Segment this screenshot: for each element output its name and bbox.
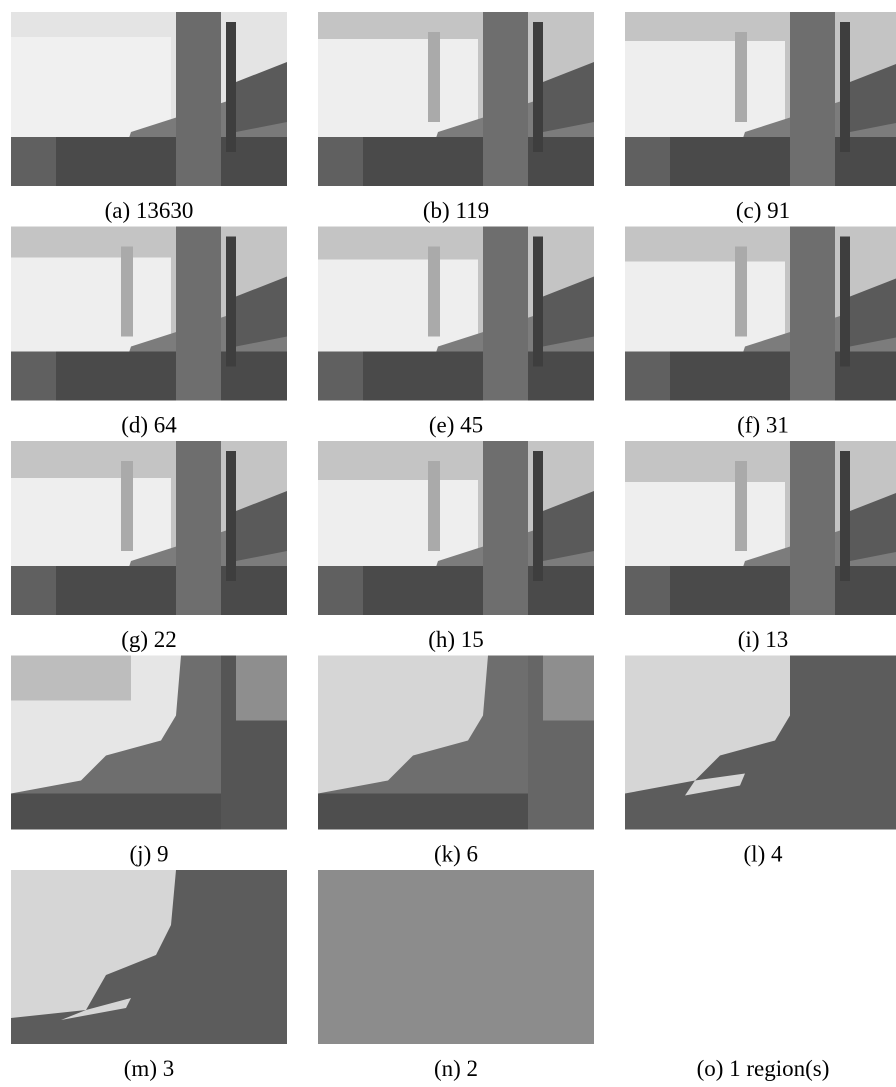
panel-image <box>318 441 594 615</box>
region <box>625 566 670 615</box>
panel-caption: (o) 1 region(s) <box>697 1056 830 1081</box>
region <box>735 247 747 337</box>
region <box>11 656 131 701</box>
panel-image <box>625 227 896 401</box>
region <box>11 566 56 615</box>
panel <box>318 870 594 1044</box>
region <box>176 12 221 186</box>
region <box>318 870 594 1044</box>
panel <box>11 870 287 1044</box>
region <box>121 461 133 551</box>
panel <box>11 441 287 615</box>
panel <box>11 227 287 401</box>
region <box>790 441 835 615</box>
region <box>735 32 747 122</box>
region <box>176 441 221 615</box>
region <box>790 227 835 401</box>
figure: (a) 13630 (b) 119 (c) 91 (d) 64 (e) 45 (f) 31… <box>0 0 896 1087</box>
panel-image <box>625 656 896 830</box>
panel-image <box>318 227 594 401</box>
panel <box>318 12 594 186</box>
panel-image <box>318 870 594 1044</box>
region <box>483 441 528 615</box>
panel <box>318 656 594 830</box>
panel-image <box>11 656 287 830</box>
panel-caption: (b) 119 <box>423 198 489 223</box>
panel-image <box>625 441 896 615</box>
panel-caption: (j) 9 <box>130 842 169 867</box>
panel-image <box>318 12 594 186</box>
panel-image <box>11 870 287 1044</box>
region <box>790 12 835 186</box>
panel <box>625 12 896 186</box>
region <box>533 22 543 152</box>
region <box>625 41 785 141</box>
page: {"figure": {"panels": [ {"caption": "(a)… <box>0 0 896 1087</box>
panel-caption: (k) 6 <box>434 842 478 867</box>
panel-caption: (n) 2 <box>434 1056 478 1081</box>
region <box>533 451 543 581</box>
panel <box>318 227 594 401</box>
region <box>226 451 236 581</box>
panel-caption: (d) 64 <box>121 413 177 438</box>
region <box>226 22 236 152</box>
region <box>483 227 528 401</box>
panel-caption: (g) 22 <box>121 627 177 652</box>
panel-image <box>625 12 896 186</box>
region <box>428 32 440 122</box>
panel-image <box>318 656 594 830</box>
panel-caption: (h) 15 <box>428 627 484 652</box>
region <box>318 566 363 615</box>
panel <box>318 441 594 615</box>
panel <box>625 227 896 401</box>
panel <box>11 656 287 830</box>
panel-caption: (a) 13630 <box>105 198 194 223</box>
region <box>533 237 543 367</box>
region <box>625 352 670 401</box>
region <box>226 237 236 367</box>
region <box>840 451 850 581</box>
region <box>318 352 363 401</box>
panel-caption: (i) 13 <box>738 627 788 652</box>
panel-image <box>11 441 287 615</box>
region <box>840 22 850 152</box>
region <box>428 461 440 551</box>
panel-caption: (c) 91 <box>736 198 790 223</box>
region <box>543 656 594 721</box>
region <box>11 37 171 137</box>
panel-caption: (f) 31 <box>737 413 789 438</box>
panel <box>625 656 896 830</box>
region <box>428 247 440 337</box>
region <box>840 237 850 367</box>
panel <box>625 441 896 615</box>
panel-image <box>11 227 287 401</box>
panel <box>11 12 287 186</box>
region <box>11 352 56 401</box>
region <box>121 247 133 337</box>
region <box>483 12 528 186</box>
region <box>318 137 363 186</box>
region <box>176 227 221 401</box>
panel-caption: (l) 4 <box>744 842 783 867</box>
region <box>735 461 747 551</box>
panel-image <box>11 12 287 186</box>
panel-caption: (e) 45 <box>429 413 483 438</box>
region <box>625 137 670 186</box>
region <box>236 656 287 721</box>
panel-caption: (m) 3 <box>124 1056 174 1081</box>
region <box>11 137 56 186</box>
region <box>318 39 478 139</box>
